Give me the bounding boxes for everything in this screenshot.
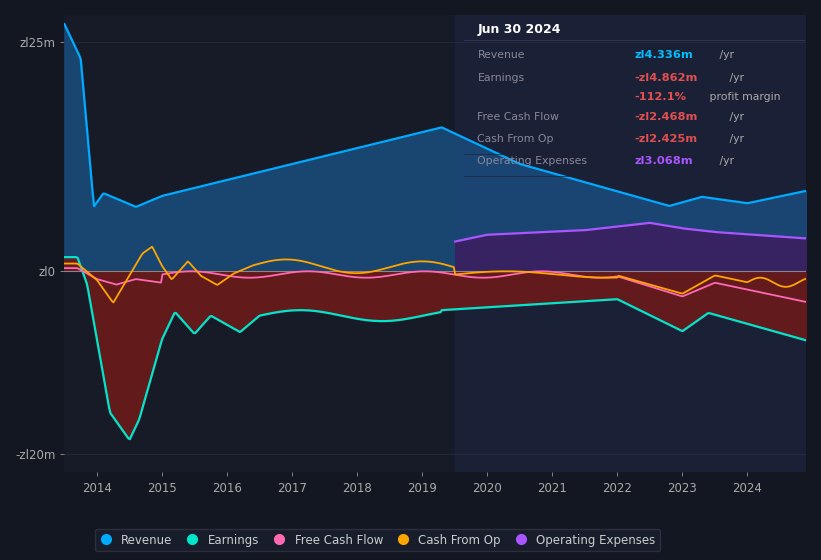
- Text: Free Cash Flow: Free Cash Flow: [478, 112, 559, 122]
- Text: zl4.336m: zl4.336m: [635, 50, 693, 60]
- Text: Jun 30 2024: Jun 30 2024: [478, 23, 561, 36]
- Text: -zl4.862m: -zl4.862m: [635, 73, 698, 83]
- Text: Cash From Op: Cash From Op: [478, 134, 554, 144]
- Text: /yr: /yr: [727, 73, 744, 83]
- Text: Revenue: Revenue: [478, 50, 525, 60]
- Text: zl3.068m: zl3.068m: [635, 156, 693, 166]
- Text: -zl2.468m: -zl2.468m: [635, 112, 698, 122]
- Text: -zl2.425m: -zl2.425m: [635, 134, 697, 144]
- Text: profit margin: profit margin: [706, 92, 780, 102]
- Bar: [455, 15, 821, 472]
- Text: Operating Expenses: Operating Expenses: [478, 156, 588, 166]
- Legend: Revenue, Earnings, Free Cash Flow, Cash From Op, Operating Expenses: Revenue, Earnings, Free Cash Flow, Cash …: [95, 529, 660, 551]
- Text: /yr: /yr: [727, 112, 744, 122]
- Text: -112.1%: -112.1%: [635, 92, 686, 102]
- Text: Earnings: Earnings: [478, 73, 525, 83]
- Text: /yr: /yr: [727, 134, 744, 144]
- Text: /yr: /yr: [716, 156, 734, 166]
- Text: /yr: /yr: [716, 50, 734, 60]
